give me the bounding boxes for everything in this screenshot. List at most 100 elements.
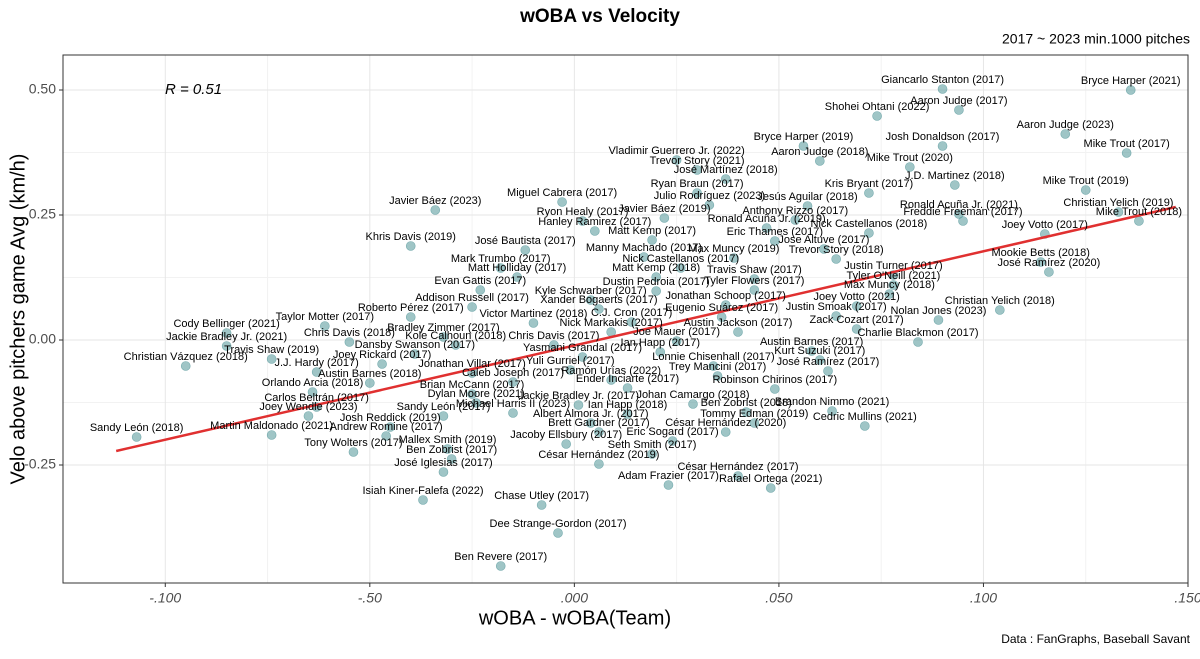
data-point <box>520 245 531 255</box>
point-label: Max Muncy (2018) <box>844 279 935 291</box>
point-label: Aaron Judge (2023) <box>1017 119 1114 131</box>
point-label: Caleb Joseph (2017) <box>462 367 564 379</box>
data-point <box>180 361 191 371</box>
point-label: Javier Báez (2023) <box>389 195 481 207</box>
data-point <box>348 447 359 457</box>
data-point <box>864 228 874 238</box>
point-label: José Iglesias (2017) <box>394 457 492 469</box>
point-label: Giancarlo Stanton (2017) <box>881 74 1004 86</box>
data-point <box>872 111 882 121</box>
data-point <box>741 407 751 417</box>
data-point <box>815 156 825 166</box>
point-label: Nolan Jones (2023) <box>890 305 986 317</box>
data-point <box>770 236 780 246</box>
point-label: Eric Thames (2017) <box>727 226 823 238</box>
chart-subtitle: 2017 ~ 2023 min.1000 pitches <box>1002 31 1190 47</box>
point-label: Trevor Story (2018) <box>789 244 884 256</box>
point-label: Ben Revere (2017) <box>454 551 547 563</box>
data-point <box>467 302 477 312</box>
data-point <box>577 216 588 226</box>
point-label: Bradley Zimmer (2017) <box>387 322 499 334</box>
point-label: Khris Davis (2019) <box>365 231 455 243</box>
data-point <box>954 105 964 115</box>
point-label: Cody Bellinger (2021) <box>173 318 279 330</box>
point-label: Eugenio Suárez (2017) <box>665 302 778 314</box>
point-label: Nick Markakis (2017) <box>560 317 663 329</box>
data-point <box>1113 207 1124 217</box>
data-point <box>405 312 416 322</box>
data-point <box>1125 85 1136 95</box>
x-tick-label: .150 <box>1174 590 1200 606</box>
point-label: Eric Sogard (2017) <box>626 426 718 438</box>
point-label: Justin Turner (2017) <box>844 260 942 272</box>
point-label: Albert Almora Jr. (2017) <box>533 408 649 420</box>
point-label: Joey Votto (2017) <box>1002 219 1088 231</box>
data-point <box>594 304 604 314</box>
point-label: Austin Barnes (2018) <box>318 368 421 380</box>
point-label: Kris Bryant (2017) <box>825 178 914 190</box>
data-point <box>561 439 571 449</box>
point-label: Brett Gardner (2017) <box>548 417 650 429</box>
data-point <box>720 174 731 184</box>
data-point <box>450 340 461 350</box>
point-label: Sandy León (2018) <box>90 422 184 434</box>
data-point <box>733 471 743 481</box>
data-point <box>639 252 649 262</box>
point-label: Mike Trout (2018) <box>1096 206 1182 218</box>
data-point <box>344 337 355 347</box>
point-label: J.J. Hardy (2017) <box>274 357 358 369</box>
point-label: Trevor Story (2021) <box>650 155 745 167</box>
point-label: Kole Calhoun (2018) <box>405 330 506 342</box>
point-label: Zack Cozart (2017) <box>810 314 904 326</box>
x-axis-label: wOBA - wOBA(Team) <box>478 607 671 629</box>
data-point <box>708 361 719 371</box>
data-point <box>729 253 739 263</box>
data-point <box>307 387 318 397</box>
data-point <box>565 365 576 375</box>
point-label: C.J. Cron (2017) <box>591 307 672 319</box>
data-point <box>663 480 674 490</box>
point-label: Tommy Edman (2019) <box>700 408 808 420</box>
data-point <box>594 427 604 437</box>
point-label: Mookie Betts (2018) <box>992 247 1090 259</box>
point-label: Christian Vázquez (2018) <box>124 351 248 363</box>
point-labels: Giancarlo Stanton (2017) Bryce Harper (20… <box>90 74 1182 563</box>
x-tick-label: -.50 <box>358 590 382 606</box>
point-label: Xander Bogaerts (2017) <box>540 294 657 306</box>
point-label: Taylor Motter (2017) <box>276 311 374 323</box>
point-label: Evan Gattis (2017) <box>434 275 526 287</box>
data-point <box>823 366 833 376</box>
data-point <box>933 315 944 325</box>
trend-line <box>115 205 1177 453</box>
point-label: Ronald Acuña Jr. (2021) <box>900 199 1018 211</box>
data-point <box>651 272 661 282</box>
data-point <box>467 389 477 399</box>
point-label: Cedric Mullins (2021) <box>813 411 917 423</box>
point-label: Javier Báez (2019) <box>618 203 710 215</box>
point-label: Travis Shaw (2019) <box>224 344 319 356</box>
point-label: Isiah Kiner-Falefa (2022) <box>362 485 483 497</box>
data-point <box>831 254 841 264</box>
point-label: Joey Rickard (2017) <box>333 349 431 361</box>
plot-background <box>63 55 1188 583</box>
data-point <box>958 216 968 226</box>
data-point <box>438 332 449 342</box>
point-label: Vladimir Guerrero Jr. (2022) <box>608 145 744 157</box>
point-label: Mike Trout (2017) <box>1084 138 1170 150</box>
data-point <box>827 406 837 416</box>
data-point <box>577 352 588 362</box>
data-point <box>1035 257 1046 267</box>
data-point <box>438 467 449 477</box>
data-point <box>770 384 780 394</box>
point-label: Sandy León (2017) <box>397 401 491 413</box>
data-point <box>622 409 633 419</box>
y-tick-label: 0.25 <box>29 206 56 222</box>
point-label: Matt Holliday (2017) <box>468 262 566 274</box>
data-point <box>606 375 616 385</box>
data-point <box>749 285 760 295</box>
data-point <box>884 289 895 299</box>
chart-title: wOBA vs Velocity <box>519 6 680 27</box>
point-label: Roberto Pérez (2017) <box>358 302 464 314</box>
point-label: Kurt Suzuki (2017) <box>774 345 865 357</box>
